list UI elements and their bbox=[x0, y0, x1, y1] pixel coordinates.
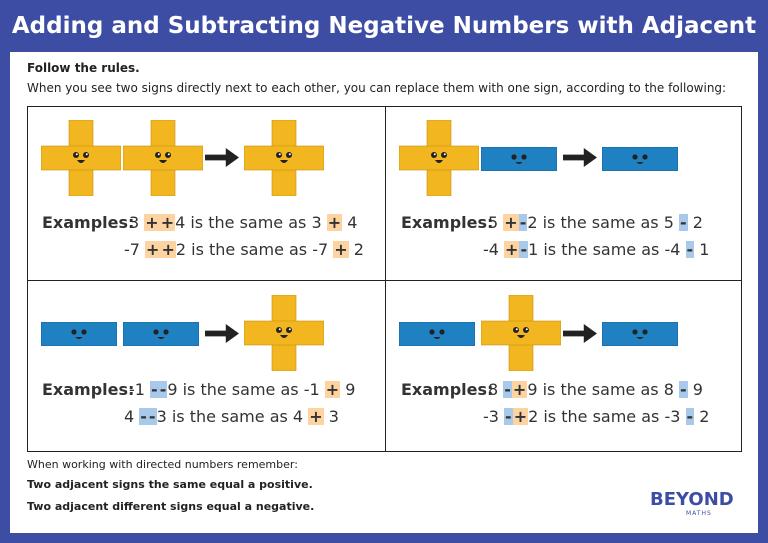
example-line: 4 - -3 is the same as 4 + 3 bbox=[124, 407, 339, 426]
end: 2 bbox=[353, 240, 364, 259]
lead: 4 bbox=[124, 407, 135, 426]
sign: - bbox=[519, 240, 529, 259]
lead: -3 bbox=[483, 407, 499, 426]
sign: - bbox=[678, 380, 688, 399]
sign: - bbox=[678, 213, 688, 232]
rule-different: Two adjacent different signs equal a neg… bbox=[27, 500, 315, 513]
logo: BEYOND bbox=[650, 489, 734, 510]
sign: - bbox=[518, 213, 528, 232]
sign: - bbox=[139, 407, 148, 426]
end: 9 bbox=[692, 380, 703, 399]
middle: 9 is the same as -1 bbox=[167, 380, 320, 399]
sign: - bbox=[150, 380, 159, 399]
end: 2 bbox=[692, 213, 703, 232]
end: 1 bbox=[699, 240, 710, 259]
sign: - bbox=[685, 240, 695, 259]
divider bbox=[28, 280, 741, 281]
end: 3 bbox=[328, 407, 339, 426]
sign: + bbox=[326, 213, 343, 232]
end: 4 bbox=[347, 213, 358, 232]
middle: 1 is the same as -4 bbox=[528, 240, 681, 259]
sign: - bbox=[158, 380, 168, 399]
sign: + bbox=[144, 213, 160, 232]
examples-label: Examples: bbox=[42, 213, 135, 232]
lead: -7 bbox=[124, 240, 140, 259]
lead: 5 bbox=[488, 213, 499, 232]
footer-note: When working with directed numbers remem… bbox=[27, 458, 298, 471]
sign: + bbox=[308, 407, 324, 426]
intro-text: When you see two signs directly next to … bbox=[27, 81, 727, 95]
sign: + bbox=[511, 380, 528, 399]
sign: + bbox=[324, 380, 341, 399]
sign: + bbox=[159, 213, 176, 232]
sign: + bbox=[504, 240, 520, 259]
example-line: 5 + -2 is the same as 5 - 2 bbox=[488, 213, 703, 232]
examples-label: Examples: bbox=[42, 380, 135, 399]
middle: 2 is the same as -7 bbox=[175, 240, 329, 259]
lead: -4 bbox=[483, 240, 499, 259]
example-line: 8 - +9 is the same as 8 - 9 bbox=[488, 380, 703, 399]
middle: 2 is the same as -3 bbox=[528, 407, 681, 426]
example-line: -7 + +2 is the same as -7 + 2 bbox=[124, 240, 364, 259]
end: 9 bbox=[345, 380, 356, 399]
end: 2 bbox=[699, 407, 710, 426]
logo-sub: MATHS bbox=[686, 510, 712, 517]
sign: - bbox=[503, 380, 512, 399]
example-line: 3 + +4 is the same as 3 + 4 bbox=[129, 213, 357, 232]
example-line: -4 + -1 is the same as -4 - 1 bbox=[483, 240, 709, 259]
rule-same: Two adjacent signs the same equal a posi… bbox=[27, 478, 313, 491]
sign: - bbox=[147, 407, 157, 426]
middle: 3 is the same as 4 bbox=[156, 407, 304, 426]
examples-label: Examples: bbox=[401, 213, 494, 232]
middle: 9 is the same as 8 bbox=[527, 380, 674, 399]
lead: 3 bbox=[129, 213, 140, 232]
sign: - bbox=[685, 407, 695, 426]
middle: 4 is the same as 3 bbox=[175, 213, 322, 232]
example-line: -3 - +2 is the same as -3 - 2 bbox=[483, 407, 709, 426]
sign: + bbox=[512, 407, 529, 426]
sheet bbox=[10, 52, 758, 533]
lead: 8 bbox=[488, 380, 499, 399]
example-line: -1 - -9 is the same as -1 + 9 bbox=[129, 380, 355, 399]
sign: + bbox=[160, 240, 176, 259]
sign: + bbox=[333, 240, 349, 259]
lead: -1 bbox=[129, 380, 145, 399]
grid bbox=[27, 106, 742, 452]
intro-heading: Follow the rules. bbox=[27, 61, 140, 75]
divider bbox=[385, 107, 386, 451]
sign: + bbox=[145, 240, 161, 259]
examples-label: Examples: bbox=[401, 380, 494, 399]
sign: - bbox=[504, 407, 513, 426]
sign: + bbox=[503, 213, 519, 232]
middle: 2 is the same as 5 bbox=[527, 213, 674, 232]
